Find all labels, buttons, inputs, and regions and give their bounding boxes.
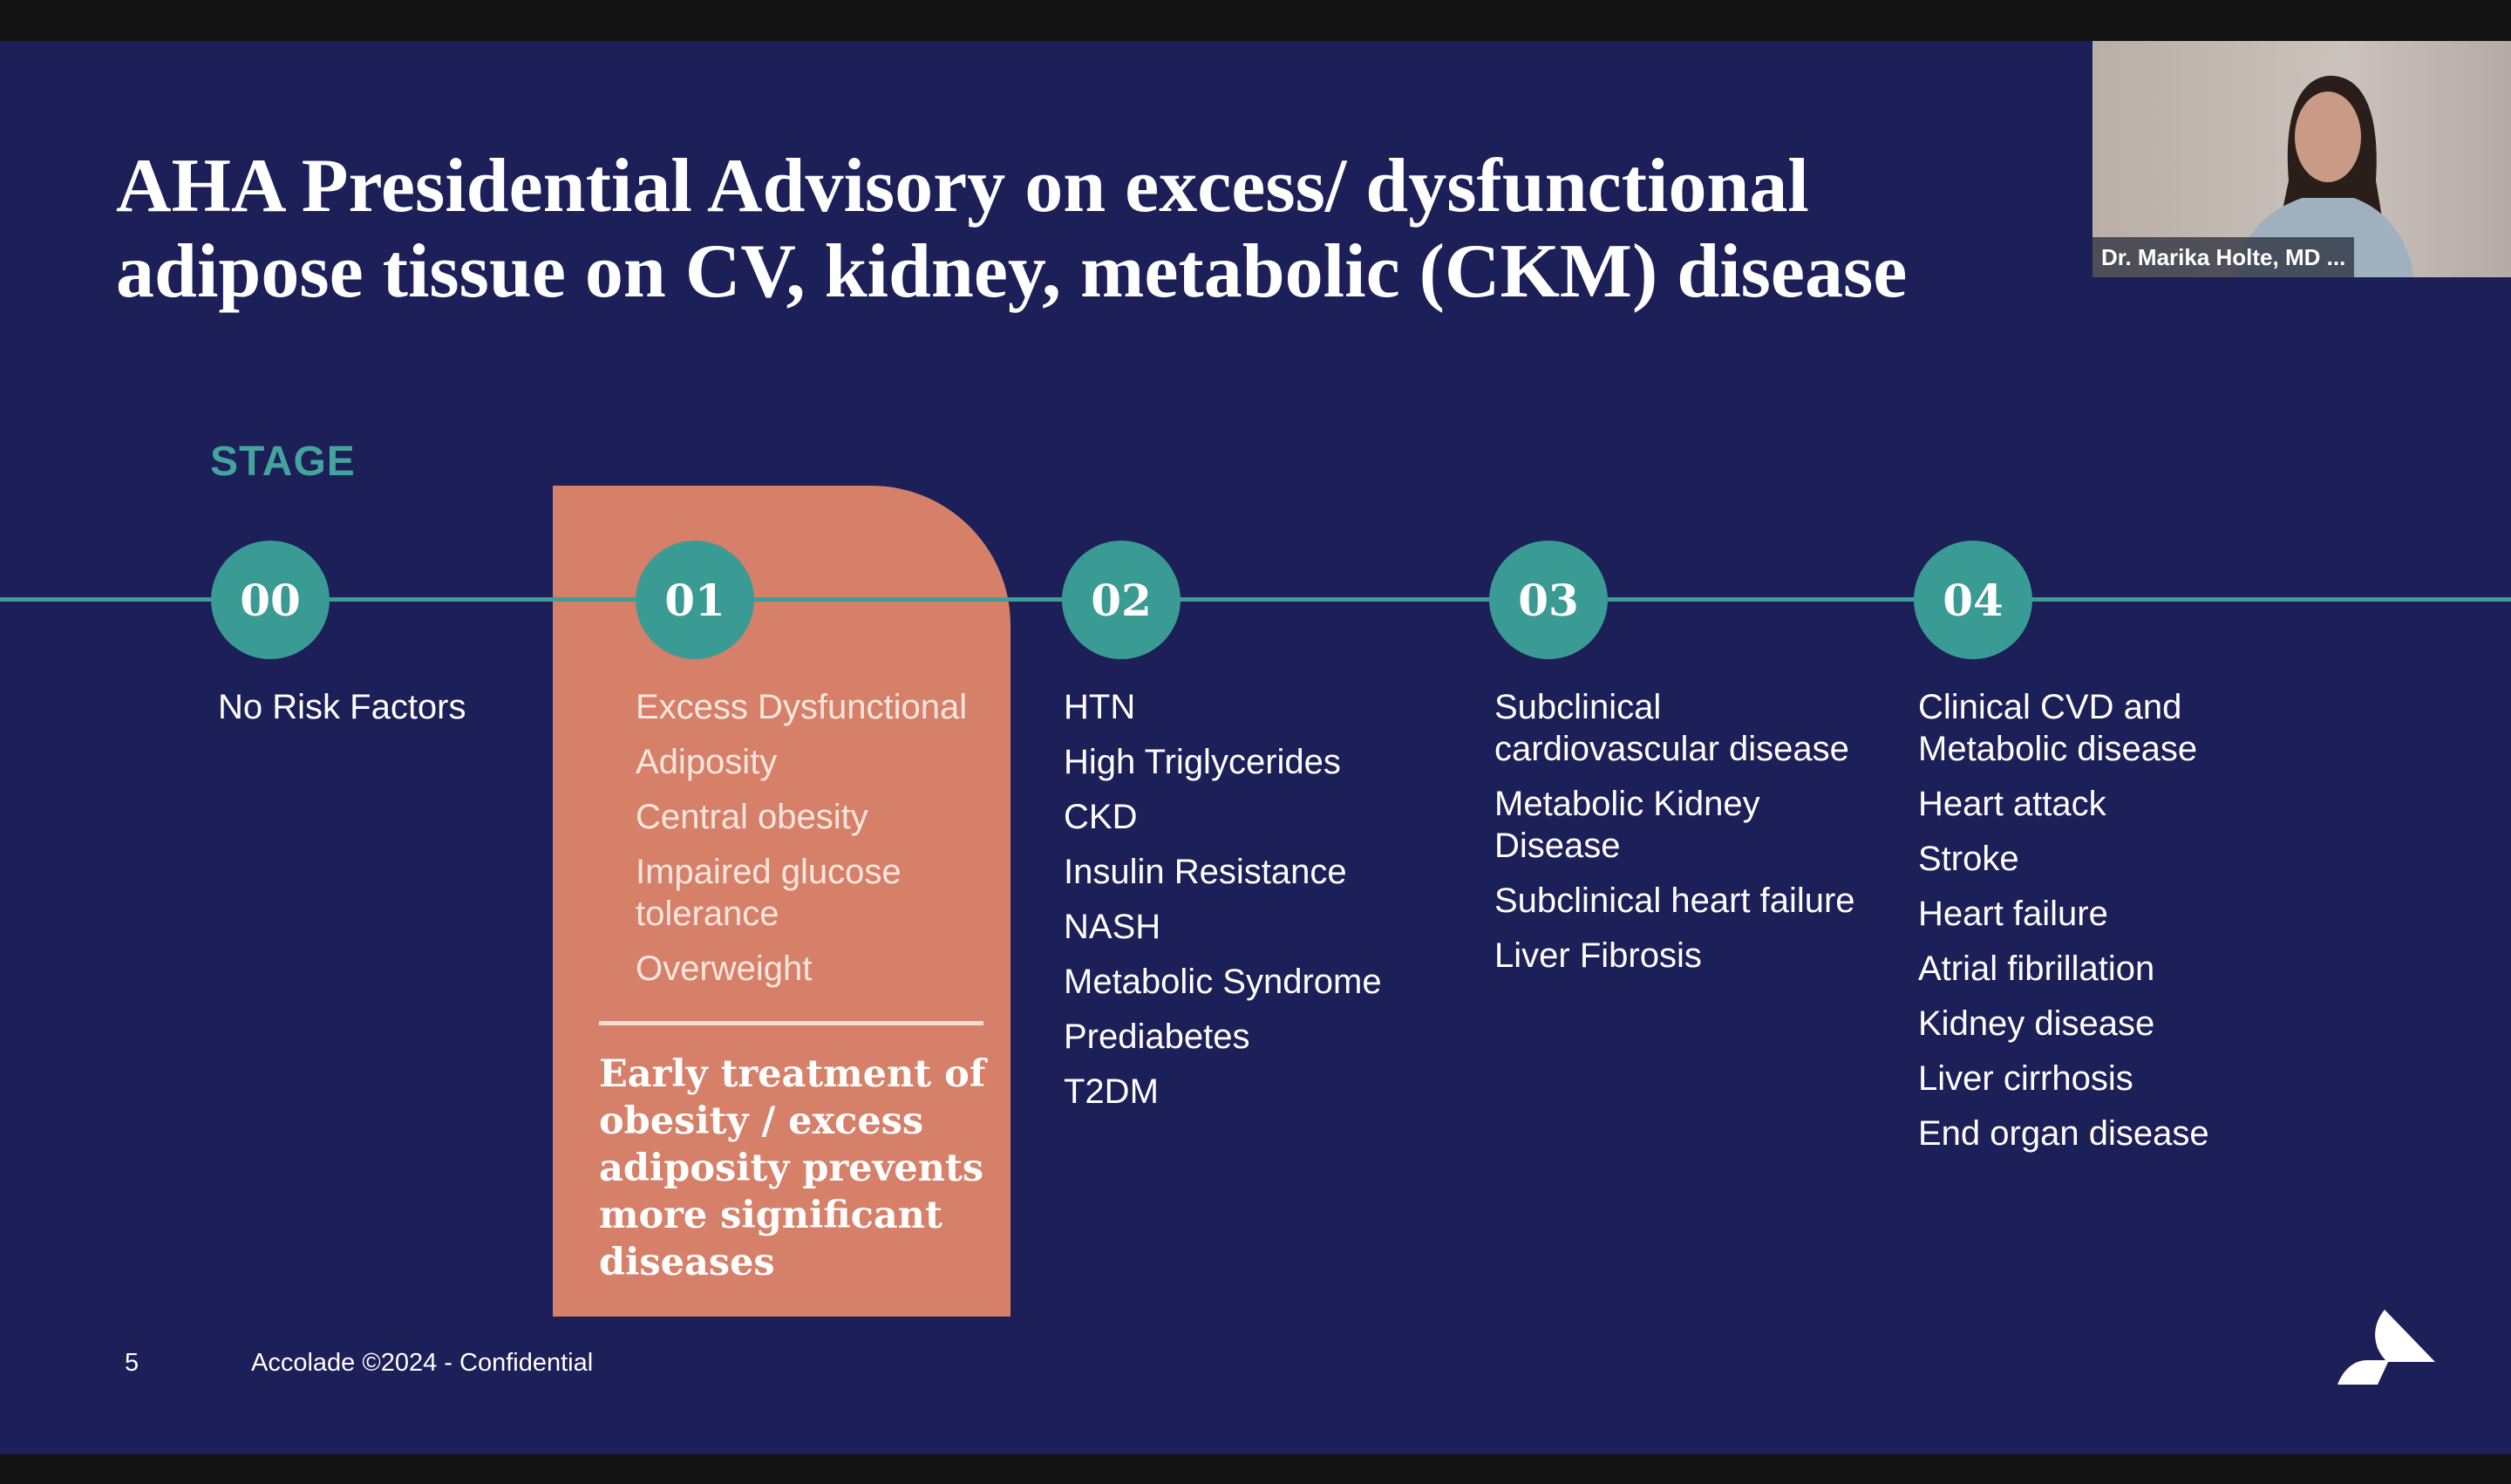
stage-00-badge: 00 (211, 541, 330, 659)
list-item: Clinical CVD and Metabolic disease (1918, 688, 2198, 768)
list-item: Overweight (636, 950, 813, 988)
list-item: Kidney disease (1918, 1004, 2155, 1043)
stage-00-list: No Risk Factors (218, 686, 584, 741)
list-item: T2DM (1064, 1072, 1159, 1111)
list-item: Central obesity (636, 798, 868, 836)
list-item: Stroke (1918, 840, 2019, 878)
footer-text: Accolade ©2024 - Confidential (251, 1349, 594, 1377)
list-item: Metabolic Syndrome (1064, 963, 1382, 1001)
participant-name: Dr. Marika Holte, MD ... (2092, 237, 2355, 277)
list-item: Excess Dysfunctional (636, 688, 968, 726)
timeline (0, 597, 2511, 602)
list-item: CKD (1064, 798, 1138, 836)
list-item: NASH (1064, 908, 1161, 946)
stage-01-badge: 01 (636, 541, 754, 659)
list-item: Prediabetes (1064, 1018, 1250, 1056)
list-item: Metabolic Kidney Disease (1494, 785, 1760, 865)
accolade-logo (2337, 1310, 2435, 1385)
list-item: End organ disease (1918, 1114, 2209, 1153)
stage-02-badge: 02 (1062, 541, 1181, 659)
stage-01-list: Excess Dysfunctional Adiposity Central o… (636, 686, 1002, 1003)
divider (599, 1021, 983, 1025)
highlight-note: Early treatment of obesity / excess adip… (599, 1052, 986, 1284)
stage-02-list: HTN High Triglycerides CKD Insulin Resis… (1064, 686, 1447, 1126)
stage-03-badge: 03 (1489, 541, 1608, 659)
list-item: Heart failure (1918, 895, 2108, 933)
list-item: Adiposity (636, 743, 778, 781)
list-item: No Risk Factors (218, 688, 466, 726)
list-item: Liver Fibrosis (1494, 936, 1702, 975)
list-item: High Triglycerides (1064, 743, 1341, 781)
stage-01-highlight (553, 486, 1011, 1317)
list-item: Subclinical heart failure (1494, 882, 1855, 920)
stage-04-list: Clinical CVD and Metabolic disease Heart… (1918, 686, 2267, 1167)
page-number: 5 (125, 1349, 140, 1377)
slide-title: AHA Presidential Advisory on excess/ dys… (116, 144, 1908, 314)
stage-03-list: Subclinical cardiovascular disease Metab… (1494, 686, 1887, 990)
list-item: Atrial fibrillation (1918, 950, 2155, 988)
stage-04-badge: 04 (1914, 541, 2032, 659)
list-item: Insulin Resistance (1064, 853, 1347, 891)
list-item: HTN (1064, 688, 1136, 726)
list-item: Heart attack (1918, 785, 2106, 823)
list-item: Liver cirrhosis (1918, 1059, 2133, 1098)
list-item: Subclinical cardiovascular disease (1494, 688, 1849, 768)
stage-label: STAGE (210, 439, 356, 485)
list-item: Impaired glucose tolerance (636, 853, 902, 933)
participant-video[interactable]: Dr. Marika Holte, MD ... (2092, 41, 2511, 277)
